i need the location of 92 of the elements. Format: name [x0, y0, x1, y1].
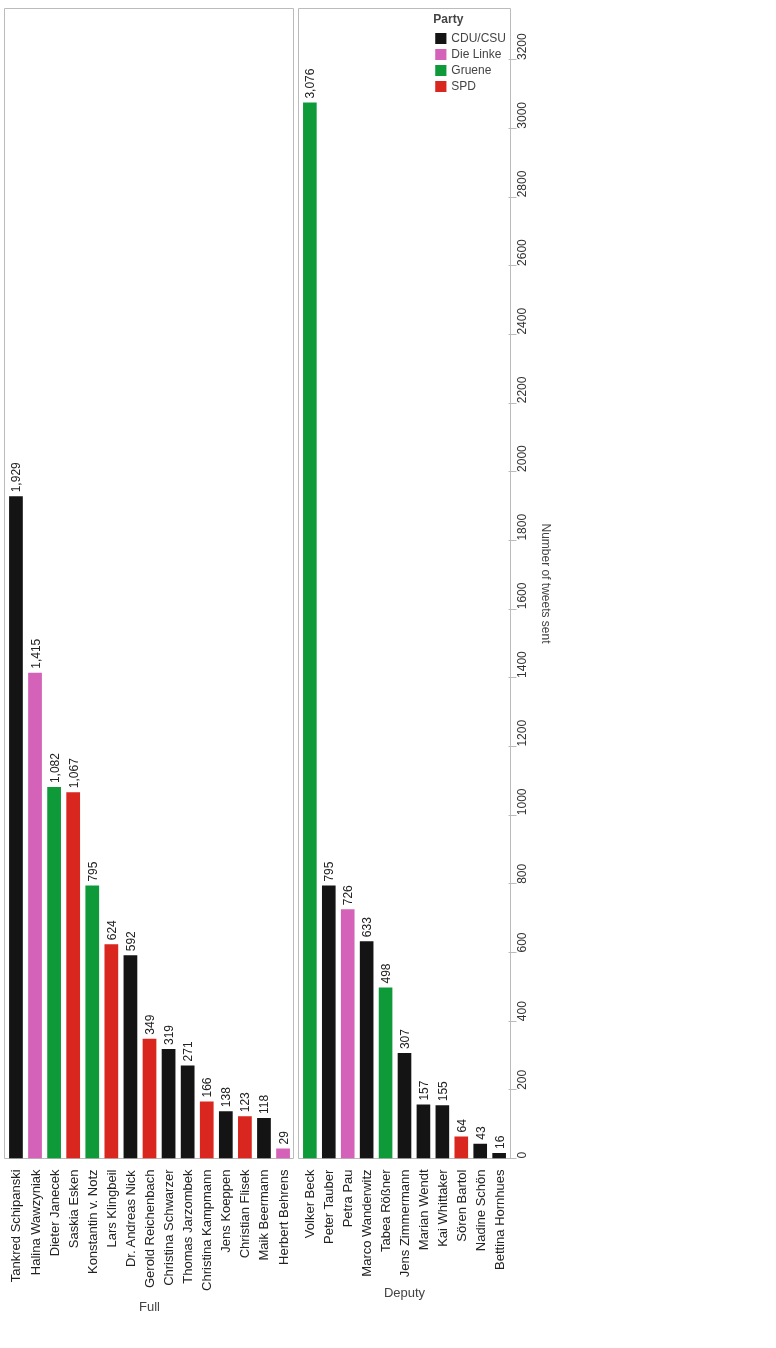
data-label: 157	[416, 1080, 431, 1101]
legend-label: CDU/CSU	[451, 31, 506, 45]
data-label: 1,082	[47, 752, 62, 784]
x-tick-label: Marco Wanderwitz	[359, 1169, 375, 1277]
x-tick-label: Gerold Reichenbach	[142, 1169, 157, 1289]
data-label: 633	[360, 916, 375, 938]
data-label: 1,415	[28, 638, 43, 669]
bar	[123, 955, 138, 1159]
data-label: 1,929	[9, 461, 24, 493]
bar	[9, 496, 23, 1159]
bar	[47, 787, 61, 1159]
x-tick-label: Kai Whittaker	[434, 1168, 450, 1247]
y-tick-label: 1000	[515, 788, 529, 816]
bar	[238, 1116, 252, 1159]
x-tick-label: Halina Wawzyniak	[27, 1169, 43, 1276]
x-tick-label: Peter Tauber	[321, 1169, 337, 1244]
x-tick-label: Volker Beck	[302, 1169, 318, 1239]
x-tick-label: Tabea Rößner	[378, 1168, 394, 1252]
data-label: 624	[104, 919, 119, 941]
data-label: 1,067	[66, 757, 81, 789]
y-tick-label: 1600	[515, 582, 529, 610]
bar	[28, 672, 42, 1159]
data-label: 592	[123, 930, 138, 952]
x-tick-label: Herbert Behrens	[275, 1169, 291, 1265]
y-tick-label: 2200	[515, 376, 529, 404]
y-axis-title: Number of tweets sent	[538, 523, 553, 645]
x-tick-label: Petra Pau	[340, 1169, 356, 1228]
data-label: 319	[162, 1024, 177, 1045]
legend-label: SPD	[451, 79, 477, 93]
data-label: 155	[435, 1080, 450, 1102]
data-label: 64	[454, 1118, 469, 1133]
bar	[85, 885, 100, 1159]
data-label: 498	[379, 963, 394, 984]
data-label: 795	[85, 861, 100, 882]
x-tick-label: Maik Beermann	[256, 1169, 272, 1261]
y-tick-label: 2800	[515, 170, 529, 198]
bar	[161, 1048, 176, 1159]
data-label: 307	[398, 1028, 412, 1050]
x-tick-label: Bettina Hornhues	[491, 1169, 507, 1270]
legend-label: Die Linke	[451, 47, 502, 61]
data-label: 43	[473, 1126, 488, 1140]
x-axis-title: Deputy	[383, 1285, 426, 1301]
y-tick-label: 2400	[515, 307, 529, 335]
y-tick-label: 800	[515, 863, 529, 884]
x-axis-title: Full	[139, 1298, 161, 1314]
data-label: 29	[276, 1130, 291, 1145]
legend-label: Gruene	[451, 63, 492, 77]
data-label: 123	[238, 1091, 253, 1113]
data-label: 726	[341, 884, 356, 906]
x-tick-label: Christina Kampmann	[199, 1169, 215, 1291]
x-tick-label: Konstantin v. Notz	[84, 1169, 100, 1275]
x-tick-label: Saskia Esken	[65, 1169, 81, 1249]
x-tick-label: Thomas Jarzombek	[180, 1169, 196, 1284]
data-label: 138	[219, 1086, 234, 1108]
data-label: 3,076	[303, 68, 318, 99]
x-tick-label: Sören Bartol	[453, 1169, 469, 1242]
y-tick-label: 1800	[515, 513, 529, 541]
x-tick-label: Jens Zimmermann	[397, 1169, 412, 1278]
y-tick-label: 2000	[515, 444, 529, 472]
y-tick-label: 1200	[515, 719, 529, 747]
y-tick-label: 0	[515, 1151, 529, 1159]
data-label: 16	[492, 1135, 507, 1150]
y-tick-label: 3000	[515, 101, 529, 129]
bar	[142, 1038, 157, 1159]
data-label: 795	[322, 861, 337, 882]
bar	[66, 792, 81, 1159]
x-tick-label: Christian Flisek	[237, 1169, 253, 1259]
x-tick-label: Marian Wendt	[415, 1169, 431, 1251]
y-tick-label: 200	[515, 1069, 529, 1090]
y-tick-label: 3200	[515, 32, 529, 60]
data-label: 349	[143, 1014, 157, 1035]
x-tick-label: Christina Schwarzer	[161, 1168, 177, 1286]
bar	[199, 1101, 214, 1159]
y-tick-label: 1400	[515, 650, 529, 678]
bar	[218, 1111, 233, 1159]
bar	[104, 944, 119, 1159]
x-tick-label: Lars Klingbeil	[103, 1169, 119, 1248]
bar	[276, 1148, 290, 1159]
data-label: 271	[181, 1041, 196, 1062]
bar	[257, 1117, 271, 1159]
data-label: 166	[200, 1077, 215, 1098]
x-tick-label: Dieter Janecek	[46, 1169, 62, 1257]
x-tick-label: Jens Koeppen	[218, 1169, 234, 1253]
x-tick-label: Dr. Andreas Nick	[122, 1169, 138, 1268]
y-tick-label: 600	[515, 932, 529, 953]
x-tick-label: Nadine Schön	[472, 1169, 488, 1252]
data-label: 118	[257, 1094, 272, 1114]
x-tick-label: Tankred Schipanski	[8, 1169, 24, 1283]
y-tick-label: 2600	[515, 238, 529, 266]
y-tick-label: 400	[515, 1000, 529, 1022]
bar	[180, 1065, 195, 1159]
legend-title: Party	[433, 12, 465, 26]
